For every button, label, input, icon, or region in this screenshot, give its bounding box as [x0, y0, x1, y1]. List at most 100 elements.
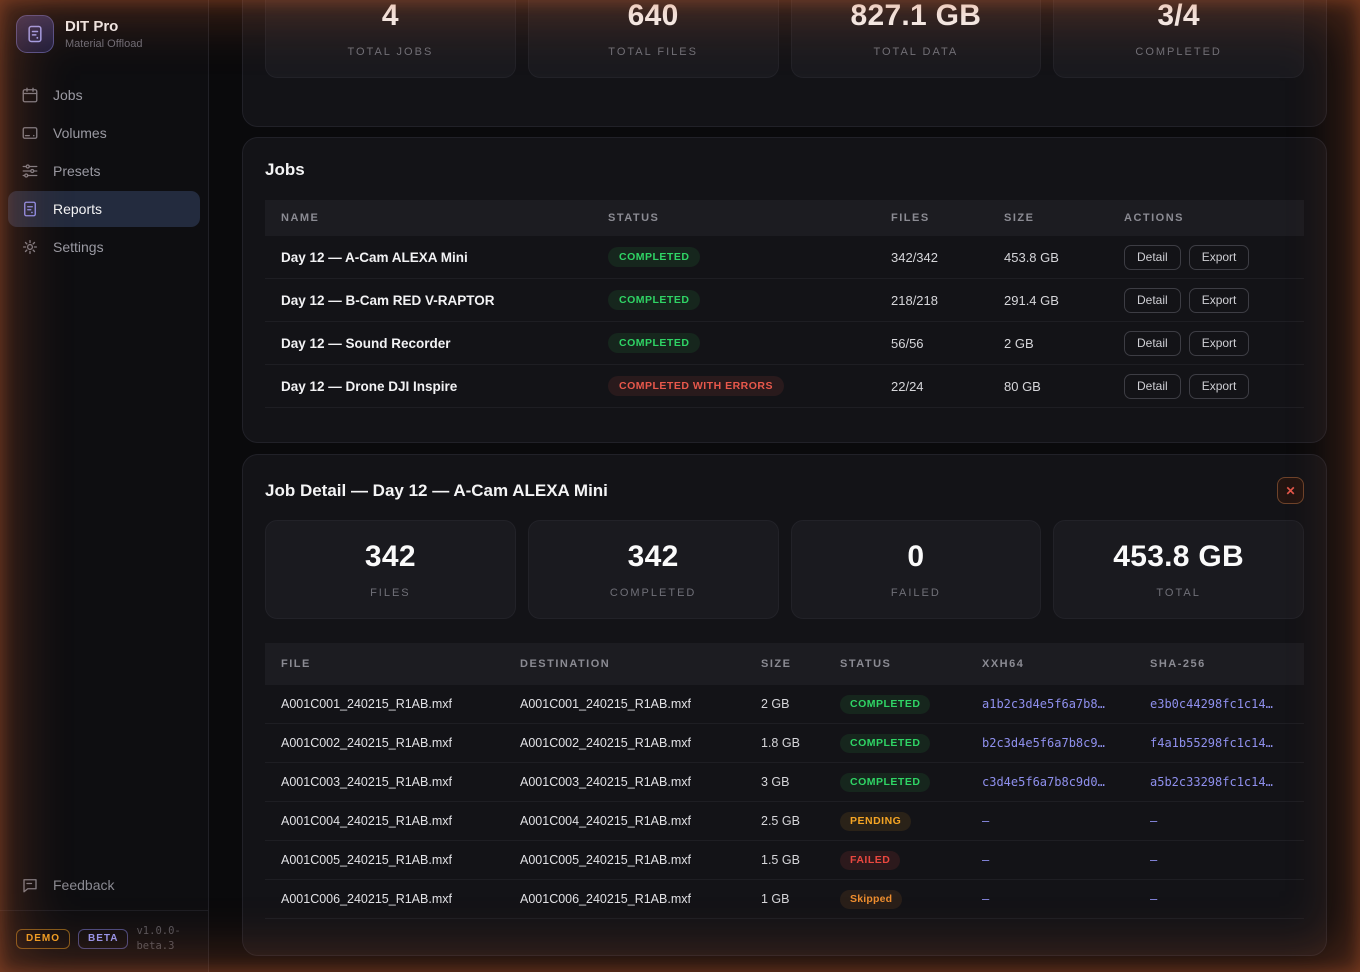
column-header-sha256: SHA-256 — [1150, 658, 1206, 670]
stat-label: FILES — [370, 587, 411, 599]
stat-value: 342 — [364, 540, 416, 573]
detail-card-failed: 0 FAILED — [790, 520, 1042, 619]
jobs-panel-title: Jobs — [265, 160, 305, 179]
detail-button[interactable]: Detail — [1124, 330, 1181, 356]
status-badge: FAILED — [840, 851, 901, 870]
job-files: 342/342 — [891, 249, 938, 265]
app-version: v1.0.0-beta.3 — [136, 924, 181, 953]
sidebar-item-reports[interactable]: Reports — [8, 191, 200, 227]
xxh64-hash: a1b2c3d4e5f6a7b8… — [982, 697, 1105, 711]
file-size: 2.5 GB — [761, 814, 800, 828]
stat-value: 0 — [907, 540, 925, 573]
stat-value: 4 — [381, 0, 399, 32]
status-badge: COMPLETED — [840, 734, 931, 753]
report-document-icon — [21, 200, 39, 218]
sidebar-item-volumes[interactable]: Volumes — [8, 115, 200, 151]
sliders-icon — [21, 162, 39, 180]
status-badge: COMPLETED — [608, 332, 701, 354]
status-badge: Skipped — [840, 890, 903, 909]
detail-button[interactable]: Detail — [1124, 287, 1181, 313]
main-content: 4 TOTAL JOBS 640 TOTAL FILES 827.1 GB TO… — [209, 0, 1360, 972]
jobs-table: NAME STATUS FILES SIZE ACTIONS Day 12 — … — [265, 200, 1304, 408]
xxh64-hash: – — [982, 814, 990, 828]
stat-value: 342 — [627, 540, 679, 573]
file-row: A001C003_240215_R1AB.mxf A001C003_240215… — [265, 763, 1304, 802]
status-badge: COMPLETED — [840, 695, 931, 714]
sidebar-item-presets[interactable]: Presets — [8, 153, 200, 189]
stat-card-total-files: 640 TOTAL FILES — [527, 0, 779, 78]
column-header-files: FILES — [891, 212, 930, 224]
column-header-size: SIZE — [1004, 212, 1035, 224]
column-header-destination: DESTINATION — [520, 658, 611, 670]
app-logo-icon — [16, 15, 54, 53]
job-detail-title: Job Detail — Day 12 — A-Cam ALEXA Mini — [265, 480, 608, 500]
file-name: A001C006_240215_R1AB.mxf — [281, 892, 452, 906]
xxh64-hash: – — [982, 892, 990, 906]
job-detail-panel: Job Detail — Day 12 — A-Cam ALEXA Mini ✕… — [242, 454, 1327, 956]
file-name: A001C005_240215_R1AB.mxf — [281, 853, 452, 867]
sha256-hash: f4a1b55298fc1c14… — [1150, 736, 1273, 750]
file-row: A001C005_240215_R1AB.mxf A001C005_240215… — [265, 841, 1304, 880]
detail-button[interactable]: Detail — [1124, 244, 1181, 270]
stat-card-total-jobs: 4 TOTAL JOBS — [265, 0, 516, 78]
job-size: 80 GB — [1004, 378, 1041, 394]
stat-label: COMPLETED — [1135, 46, 1222, 58]
stat-value: 827.1 GB — [850, 0, 982, 32]
close-button[interactable]: ✕ — [1277, 477, 1304, 504]
job-name: Day 12 — B-Cam RED V-RAPTOR — [281, 292, 495, 308]
summary-panel: 4 TOTAL JOBS 640 TOTAL FILES 827.1 GB TO… — [242, 0, 1327, 127]
job-size: 453.8 GB — [1004, 249, 1059, 265]
sidebar-item-jobs[interactable]: Jobs — [8, 77, 200, 113]
job-row: Day 12 — Sound Recorder COMPLETED 56/56 … — [265, 322, 1304, 365]
sha256-hash: – — [1150, 892, 1158, 906]
sha256-hash: a5b2c33298fc1c14… — [1150, 775, 1273, 789]
sidebar-badges: DEMO BETA v1.0.0-beta.3 — [0, 909, 208, 972]
stat-label: TOTAL JOBS — [347, 46, 434, 58]
export-button[interactable]: Export — [1188, 330, 1250, 356]
stat-card-completed: 3/4 COMPLETED — [1053, 0, 1304, 78]
stat-value: 640 — [627, 0, 679, 32]
sidebar-item-label: Settings — [53, 239, 104, 255]
stat-label: TOTAL DATA — [873, 46, 959, 58]
file-name: A001C001_240215_R1AB.mxf — [281, 697, 452, 711]
file-row: A001C006_240215_R1AB.mxf A001C006_240215… — [265, 880, 1304, 919]
feedback-button[interactable]: Feedback — [0, 864, 208, 910]
file-destination: A001C004_240215_R1AB.mxf — [520, 814, 691, 828]
sha256-hash: e3b0c44298fc1c14… — [1150, 697, 1273, 711]
file-destination: A001C003_240215_R1AB.mxf — [520, 775, 691, 789]
export-button[interactable]: Export — [1188, 287, 1250, 313]
sidebar-item-label: Volumes — [53, 125, 107, 141]
file-destination: A001C005_240215_R1AB.mxf — [520, 853, 691, 867]
app-brand: DIT Pro Material Offload — [0, 0, 208, 71]
export-button[interactable]: Export — [1188, 244, 1250, 270]
file-size: 2 GB — [761, 697, 790, 711]
job-row: Day 12 — A-Cam ALEXA Mini COMPLETED 342/… — [265, 236, 1304, 279]
stat-value: 3/4 — [1157, 0, 1200, 32]
file-name: A001C004_240215_R1AB.mxf — [281, 814, 452, 828]
detail-button[interactable]: Detail — [1124, 373, 1181, 399]
status-badge: PENDING — [840, 812, 912, 831]
detail-card-total: 453.8 GB TOTAL — [1053, 520, 1304, 619]
app-subtitle: Material Offload — [65, 38, 143, 50]
sidebar-nav: Jobs Volumes Presets — [0, 71, 208, 273]
beta-badge: BETA — [78, 929, 129, 950]
sidebar-item-label: Jobs — [53, 87, 83, 103]
job-files: 56/56 — [891, 335, 924, 351]
file-row: A001C001_240215_R1AB.mxf A001C001_240215… — [265, 685, 1304, 724]
column-header-file: FILE — [281, 658, 311, 670]
message-bubble-icon — [21, 876, 39, 894]
status-badge: COMPLETED — [840, 773, 931, 792]
job-row: Day 12 — Drone DJI Inspire COMPLETED WIT… — [265, 365, 1304, 408]
sidebar-item-settings[interactable]: Settings — [8, 229, 200, 265]
files-table-header: FILE DESTINATION SIZE STATUS XXH64 SHA-2… — [265, 643, 1304, 685]
column-header-actions: ACTIONS — [1124, 212, 1184, 224]
file-size: 1.5 GB — [761, 853, 800, 867]
sha256-hash: – — [1150, 853, 1158, 867]
column-header-xxh64: XXH64 — [982, 658, 1025, 670]
column-header-status: STATUS — [840, 658, 892, 670]
sha256-hash: – — [1150, 814, 1158, 828]
export-button[interactable]: Export — [1188, 373, 1250, 399]
stat-label: FAILED — [890, 587, 941, 599]
column-header-name: NAME — [281, 212, 320, 224]
stat-label: COMPLETED — [609, 587, 697, 599]
